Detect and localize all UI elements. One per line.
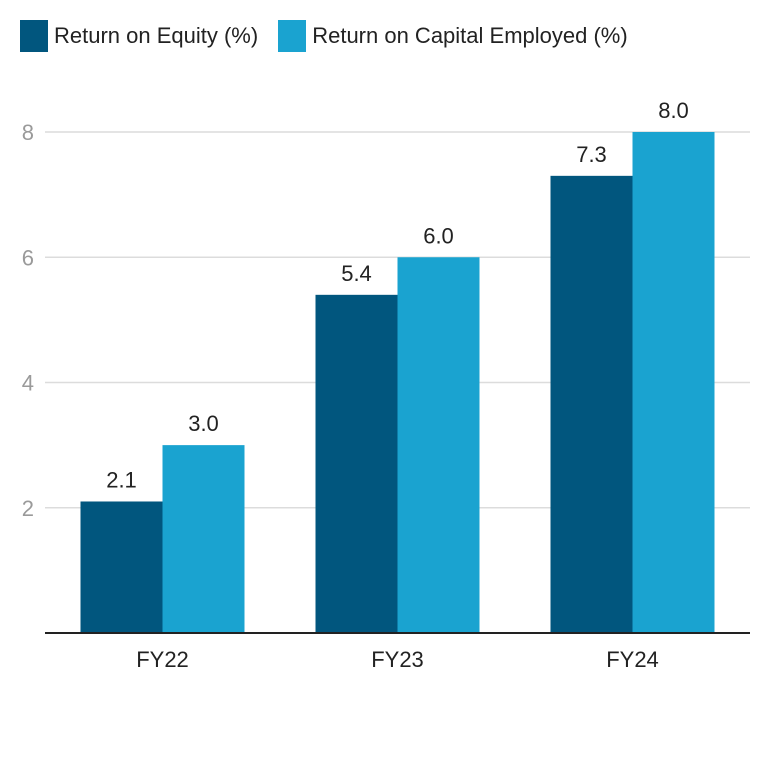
- legend-label-roce: Return on Capital Employed (%): [312, 23, 628, 48]
- y-tick-label: 2: [22, 496, 34, 521]
- data-label: 5.4: [341, 261, 372, 286]
- legend-item-roe: Return on Equity (%): [20, 20, 258, 52]
- bar: [632, 132, 715, 633]
- data-label: 8.0: [658, 98, 689, 123]
- legend-swatch-roe: [20, 20, 48, 52]
- y-tick-label: 6: [22, 245, 34, 270]
- x-tick-label: FY22: [136, 647, 189, 672]
- data-label: 7.3: [576, 142, 607, 167]
- y-tick-label: 8: [22, 120, 34, 145]
- legend-swatch-roce: [278, 20, 307, 52]
- bar: [397, 257, 480, 633]
- bar: [315, 294, 398, 633]
- bar: [162, 445, 245, 633]
- data-label: 3.0: [188, 411, 219, 436]
- legend-label-roe: Return on Equity (%): [54, 23, 259, 48]
- x-tick-label: FY23: [371, 647, 424, 672]
- data-label: 2.1: [106, 467, 137, 492]
- legend-item-roce: Return on Capital Employed (%): [278, 20, 628, 52]
- bar: [550, 175, 633, 633]
- x-tick-label: FY24: [606, 647, 659, 672]
- legend: Return on Equity (%) Return on Capital E…: [20, 20, 648, 52]
- bar: [80, 501, 163, 633]
- y-tick-label: 4: [22, 371, 34, 396]
- data-label: 6.0: [423, 223, 454, 248]
